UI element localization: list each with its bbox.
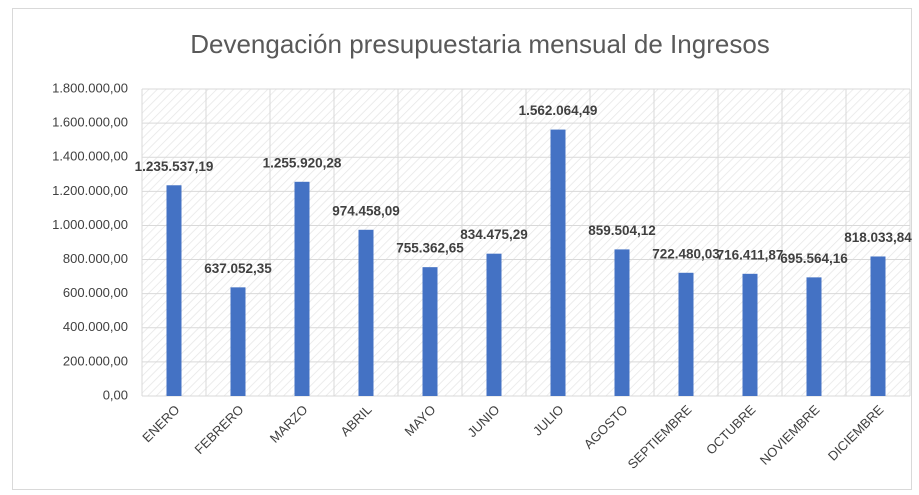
- y-tick-label: 1.800.000,00: [52, 80, 128, 95]
- value-label: 637.052,35: [204, 261, 272, 276]
- y-tick-label: 600.000,00: [63, 285, 128, 300]
- y-tick-label: 1.600.000,00: [52, 115, 128, 130]
- bar: [806, 277, 822, 396]
- y-tick-label: 1.000.000,00: [52, 217, 128, 232]
- bar: [230, 287, 246, 396]
- value-label: 1.562.064,49: [519, 103, 598, 118]
- value-label: 716.411,87: [717, 247, 784, 262]
- bar: [294, 181, 310, 396]
- bar: [614, 249, 630, 396]
- y-tick-label: 1.400.000,00: [52, 149, 128, 164]
- y-tick-label: 400.000,00: [63, 319, 128, 334]
- bar: [358, 229, 374, 396]
- value-label: 974.458,09: [332, 203, 400, 218]
- y-tick-label: 200.000,00: [63, 353, 128, 368]
- bar: [550, 129, 566, 396]
- bar: [422, 267, 438, 396]
- y-tick-label: 0,00: [103, 387, 128, 402]
- value-label: 818.033,84: [844, 230, 912, 245]
- value-label: 1.255.920,28: [263, 155, 342, 170]
- value-label: 1.235.537,19: [135, 159, 214, 174]
- y-tick-label: 800.000,00: [63, 251, 128, 266]
- y-tick-label: 1.200.000,00: [52, 183, 128, 198]
- value-label: 859.504,12: [588, 223, 656, 238]
- value-label: 695.564,16: [780, 251, 848, 266]
- value-label: 722.480,03: [652, 246, 720, 261]
- bar: [870, 256, 886, 396]
- value-label: 755.362,65: [396, 241, 464, 256]
- bar: [486, 253, 502, 396]
- bar: [678, 272, 694, 396]
- chart-title: Devengación presupuestaria mensual de In…: [190, 29, 770, 59]
- value-label: 834.475,29: [460, 227, 528, 242]
- bar: [166, 185, 182, 396]
- bar: [742, 273, 758, 396]
